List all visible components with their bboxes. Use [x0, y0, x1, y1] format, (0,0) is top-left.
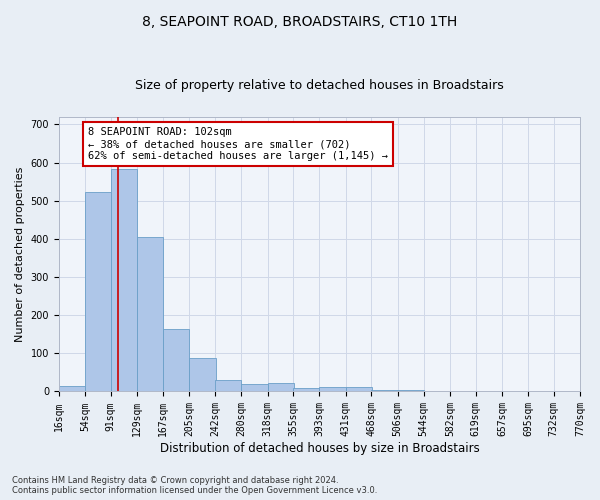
Bar: [398, 390, 424, 392]
Bar: [215, 380, 241, 392]
Bar: [293, 388, 319, 392]
Bar: [268, 383, 294, 392]
Bar: [85, 192, 112, 392]
Bar: [110, 169, 137, 392]
Text: 8, SEAPOINT ROAD, BROADSTAIRS, CT10 1TH: 8, SEAPOINT ROAD, BROADSTAIRS, CT10 1TH: [142, 15, 458, 29]
Bar: [241, 384, 268, 392]
Text: 8 SEAPOINT ROAD: 102sqm
← 38% of detached houses are smaller (702)
62% of semi-d: 8 SEAPOINT ROAD: 102sqm ← 38% of detache…: [88, 128, 388, 160]
Bar: [346, 388, 372, 392]
Bar: [59, 386, 85, 392]
Bar: [319, 388, 346, 392]
X-axis label: Distribution of detached houses by size in Broadstairs: Distribution of detached houses by size …: [160, 442, 479, 455]
Y-axis label: Number of detached properties: Number of detached properties: [15, 166, 25, 342]
Bar: [371, 390, 398, 392]
Text: Contains HM Land Registry data © Crown copyright and database right 2024.
Contai: Contains HM Land Registry data © Crown c…: [12, 476, 377, 495]
Bar: [137, 238, 163, 392]
Bar: [190, 358, 215, 392]
Title: Size of property relative to detached houses in Broadstairs: Size of property relative to detached ho…: [135, 79, 504, 92]
Bar: [163, 330, 190, 392]
